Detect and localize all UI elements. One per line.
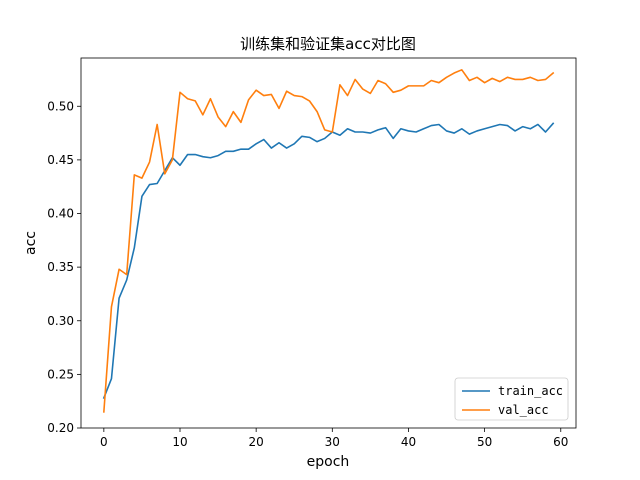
chart-title: 训练集和验证集acc对比图	[240, 35, 416, 53]
series-line-val-acc	[102, 69, 555, 413]
y-axis-label: acc	[23, 231, 39, 255]
x-tick-label: 30	[325, 435, 340, 449]
x-tick-label: 60	[553, 435, 568, 449]
plot-frame	[80, 57, 577, 429]
y-tick-label: 0.30	[47, 314, 74, 328]
y-tick-label: 0.50	[47, 99, 74, 113]
x-tick-label: 50	[477, 435, 492, 449]
y-tick-label: 0.20	[47, 421, 74, 435]
y-tick-label: 0.25	[47, 367, 74, 381]
x-tick-label: 20	[249, 435, 264, 449]
y-tick-label: 0.45	[47, 153, 74, 167]
legend-label-val-acc: val_acc	[498, 403, 549, 417]
x-axis-label: epoch	[307, 454, 350, 470]
x-tick-label: 10	[172, 435, 187, 449]
y-tick-label: 0.35	[47, 260, 74, 274]
x-tick-label: 40	[401, 435, 416, 449]
x-tick-label: 0	[100, 435, 108, 449]
legend-label-train-acc: train_acc	[498, 384, 563, 398]
y-tick-label: 0.40	[47, 207, 74, 221]
legend: train_acc val_acc	[454, 377, 569, 421]
series-line-train-acc	[102, 122, 555, 400]
